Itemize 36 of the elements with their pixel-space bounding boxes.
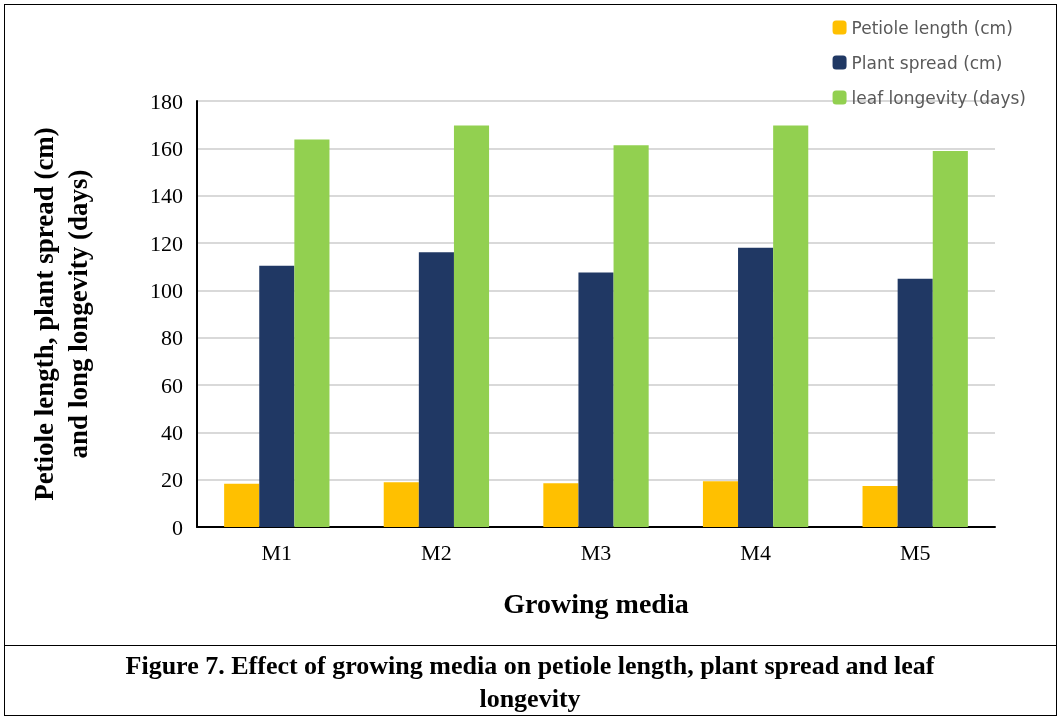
x-axis-title: Growing media [503, 587, 689, 619]
bar [294, 139, 330, 527]
caption: Figure 7. Effect of growing media on petiole length, plant spread and leaf longevity [124, 650, 936, 715]
bar [613, 145, 649, 527]
legend-label: Petiole length (cm) [851, 17, 1013, 38]
y-tick-label: 0 [172, 514, 183, 540]
bar [453, 125, 490, 527]
legend-label: leaf longevity (days) [851, 87, 1027, 108]
y-axis-title: Petiole length, plant spread (cm) and long longevity (days) [29, 127, 93, 501]
bar [862, 486, 898, 527]
y-tick-label: 120 [150, 230, 183, 256]
y-tick-label: 20 [161, 467, 183, 493]
y-tick-label: 80 [161, 325, 183, 351]
x-tick-label: M2 [421, 539, 452, 565]
y-tick-label: 60 [161, 372, 183, 398]
x-tick-label: M4 [740, 539, 771, 565]
bar [702, 481, 739, 527]
x-tick-label: M5 [899, 539, 931, 565]
bar [897, 278, 933, 527]
bar [543, 483, 579, 527]
bar [578, 272, 614, 527]
bar [259, 265, 295, 527]
bar [738, 247, 774, 527]
bar [418, 252, 454, 527]
bar [773, 125, 809, 527]
y-tick-label: 140 [150, 183, 183, 209]
legend-label: Plant spread (cm) [851, 52, 1003, 73]
y-tick-label: 100 [150, 277, 183, 303]
bar [224, 483, 260, 527]
y-tick-label: 180 [150, 88, 183, 114]
bar [383, 482, 419, 527]
x-tick-label: M3 [580, 539, 612, 565]
y-tick-label: 40 [161, 419, 183, 445]
bar [932, 150, 968, 527]
x-tick-label: M1 [261, 539, 293, 565]
y-tick-label: 160 [150, 135, 183, 161]
